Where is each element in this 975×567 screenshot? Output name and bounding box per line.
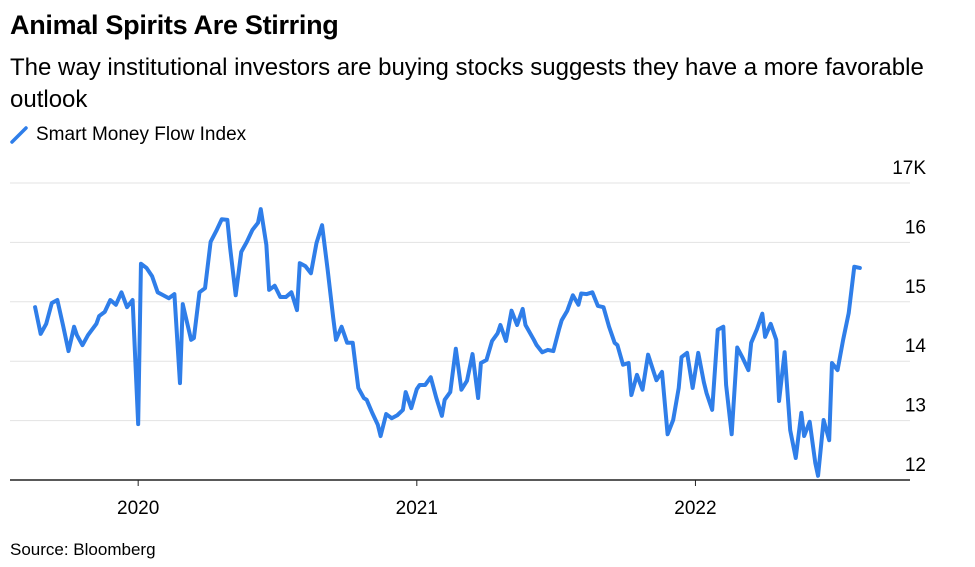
y-tick-label: 15 bbox=[905, 277, 926, 298]
y-tick-label: 12 bbox=[905, 455, 926, 476]
chart-title: Animal Spirits Are Stirring bbox=[10, 10, 339, 40]
legend-swatch bbox=[10, 126, 28, 144]
data-line bbox=[33, 207, 862, 478]
source: Source: Bloomberg bbox=[10, 540, 156, 559]
x-tick-label: 2022 bbox=[674, 498, 716, 519]
x-tick-label: 2020 bbox=[117, 498, 159, 519]
chart-subtitle: The way institutional investors are buyi… bbox=[10, 54, 924, 113]
y-tick-label: 13 bbox=[905, 396, 926, 417]
legend: Smart Money Flow Index bbox=[10, 124, 246, 146]
y-tick-label: 16 bbox=[905, 217, 926, 238]
x-tick-label: 2021 bbox=[396, 498, 438, 519]
y-tick-label: 17K bbox=[892, 158, 926, 179]
chart: 12 13 14 15 16 17K 2020 2021 2022 bbox=[10, 158, 927, 519]
y-tick-label: 14 bbox=[905, 336, 927, 357]
legend-label: Smart Money Flow Index bbox=[36, 124, 247, 145]
